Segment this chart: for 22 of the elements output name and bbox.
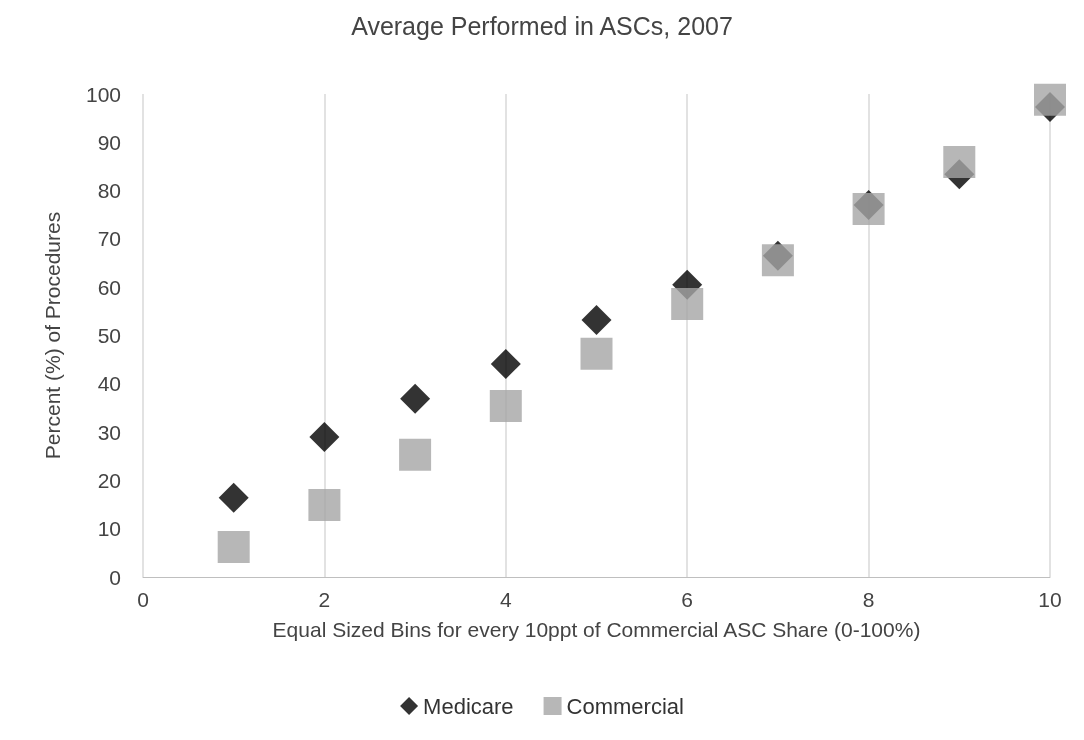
x-tick-label: 8 — [862, 588, 875, 611]
y-tick-label: 100 — [85, 82, 121, 106]
y-tick-label: 80 — [97, 179, 121, 203]
y-tick-label: 40 — [97, 372, 121, 396]
legend-label: Medicare — [423, 693, 514, 719]
x-tick-label: 0 — [137, 588, 149, 611]
y-tick-label: 70 — [97, 227, 121, 251]
y-axis-title: Percent (%) of Procedures — [41, 211, 64, 460]
chart-title: Average Performed in ASCs, 2007 — [351, 11, 733, 40]
x-tick-label: 4 — [499, 588, 512, 611]
y-tick-label: 10 — [97, 517, 121, 541]
legend-label: Commercial — [566, 693, 684, 719]
x-axis-title: Equal Sized Bins for every 10ppt of Commercial ASC Share (0-100%) — [272, 618, 921, 641]
y-tick-label: 90 — [97, 130, 121, 154]
x-tick-label: 6 — [681, 588, 694, 611]
y-tick-label: 0 — [109, 565, 121, 589]
x-tick-label: 2 — [318, 588, 331, 611]
y-tick-label: 20 — [97, 468, 121, 492]
y-tick-label: 60 — [97, 275, 121, 299]
y-tick-label: 30 — [97, 420, 121, 444]
y-tick-label: 50 — [97, 324, 121, 347]
x-tick-label: 10 — [1038, 588, 1062, 611]
